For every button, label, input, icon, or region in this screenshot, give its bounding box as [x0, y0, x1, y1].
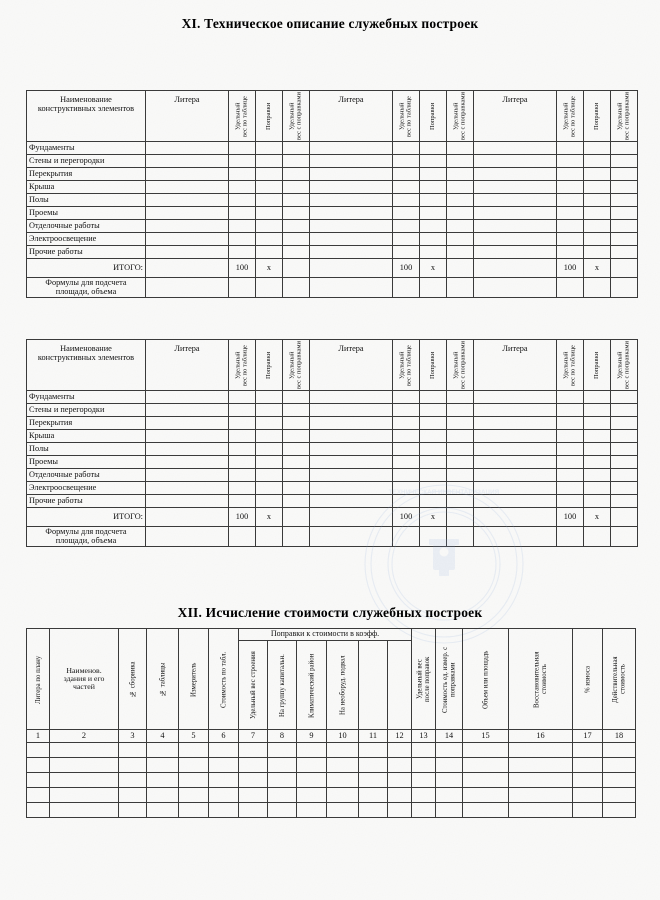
svg-text:ТЕХНИЧЕСКАЯ ИНВЕНТАРИЗАЦИЯ: ТЕХНИЧЕСКАЯ ИНВЕНТАРИЗАЦИЯ [389, 489, 500, 496]
